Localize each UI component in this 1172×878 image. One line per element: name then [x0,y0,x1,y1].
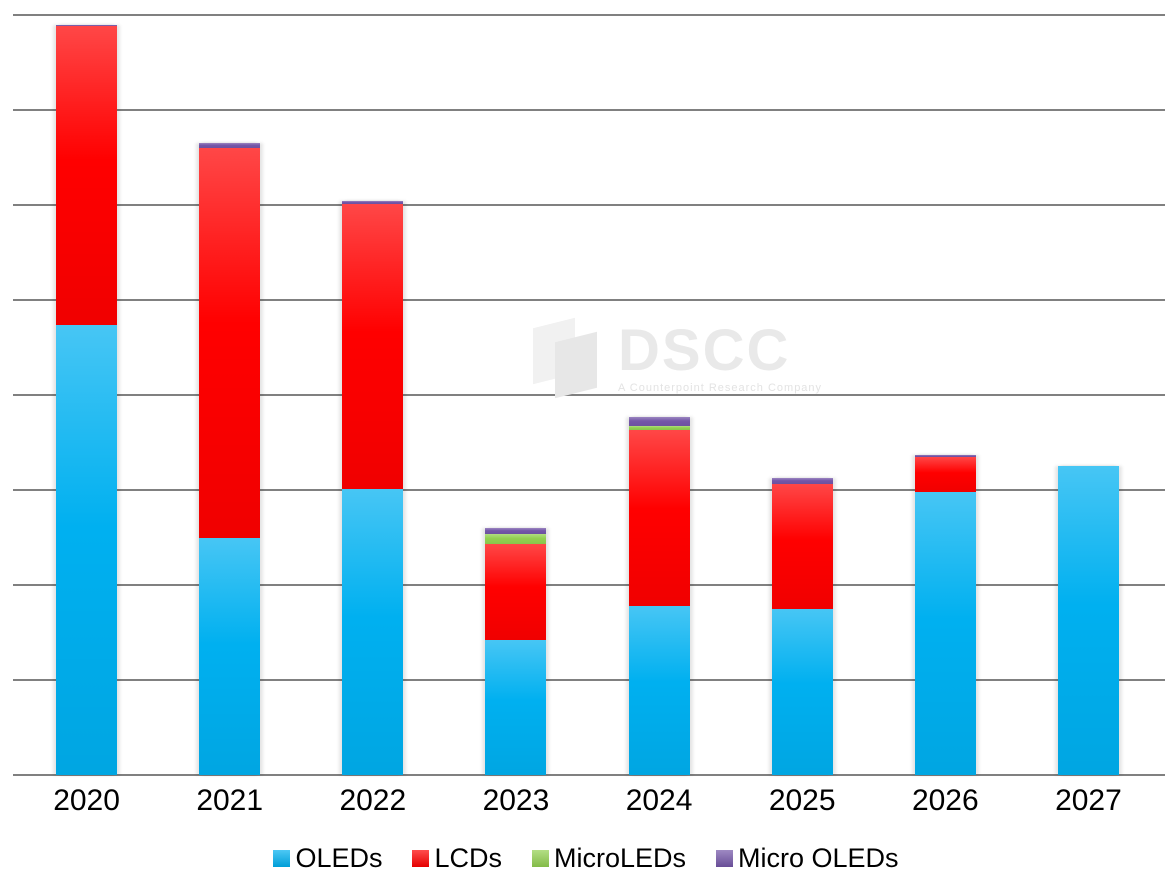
bar-segment-lcds-2021 [199,148,261,539]
bar-slot-2026 [874,15,1017,775]
bar-segment-microleds-2024 [628,426,690,431]
legend-marker-lcds [412,850,430,867]
x-label-2025: 2025 [768,784,836,817]
legend-item-microleds: MicroLEDs [531,843,687,874]
bar-segment-oleds-2020 [56,324,118,775]
x-label-2020: 2020 [53,784,120,817]
bar-slot-2020 [15,15,158,775]
bar-segment-micro-oleds-2025 [771,477,833,485]
gridline-1 [13,679,1165,681]
bar-segment-lcds-2024 [628,430,690,606]
bar-slot-2023 [444,15,587,775]
plot-area: DSCC A Counterpoint Research Company [13,14,1165,776]
legend-item-micro-oleds: Micro OLEDs [716,843,899,874]
x-label-2026: 2026 [911,784,979,817]
bar-segment-lcds-2026 [914,456,976,492]
x-label-2027: 2027 [1055,784,1122,817]
legend-item-lcds: LCDs [412,843,502,874]
bar-segment-oleds-2021 [199,538,261,775]
bar-2025 [771,477,833,775]
bar-segment-lcds-2025 [771,484,833,609]
legend-marker-micro-oleds [716,850,734,867]
bar-2020 [56,24,118,775]
bar-slot-2025 [731,15,874,775]
legend-label-micro-oleds: Micro OLEDs [738,843,899,873]
bar-segment-oleds-2025 [771,608,833,775]
gridline-8 [13,14,1165,16]
bar-segment-lcds-2020 [56,26,118,325]
bar-segment-micro-oleds-2022 [342,201,404,205]
bars-row [15,15,1160,775]
bar-slot-2021 [158,15,301,775]
bar-segment-micro-oleds-2026 [914,454,976,457]
bar-segment-lcds-2022 [342,204,404,490]
bar-segment-micro-oleds-2021 [199,143,261,149]
bar-segment-oleds-2023 [485,640,547,775]
gridline-2 [13,584,1165,586]
bar-segment-oleds-2022 [342,489,404,775]
bar-slot-2022 [301,15,444,775]
bar-2026 [914,454,976,775]
gridline-5 [13,299,1165,301]
legend-marker-oleds [273,850,291,867]
bar-slot-2027 [1017,15,1160,775]
x-label-2023: 2023 [482,784,550,817]
legend: OLEDs LCDs MicroLEDs Micro OLEDs [0,843,1172,874]
legend-label-microleds: MicroLEDs [553,843,687,873]
gridline-0 [13,774,1165,776]
bar-2021 [199,143,261,775]
bar-2022 [342,201,404,775]
gridline-4 [13,394,1165,396]
gridline-6 [13,204,1165,206]
gridline-3 [13,489,1165,491]
bar-2023 [485,528,547,775]
bar-segment-micro-oleds-2020 [56,24,118,27]
bar-segment-oleds-2027 [1057,466,1119,775]
bar-segment-microleds-2023 [485,533,547,545]
bar-slot-2024 [588,15,731,775]
legend-label-lcds: LCDs [434,843,502,873]
x-axis-labels: 2020 2021 2022 2023 2024 2025 2026 2027 [15,784,1160,818]
x-label-2024: 2024 [625,784,693,817]
legend-item-oleds: OLEDs [273,843,382,874]
bar-segment-micro-oleds-2024 [628,416,690,427]
watermark: DSCC A Counterpoint Research Company [531,315,822,400]
legend-label-oleds: OLEDs [295,843,383,873]
bar-2027 [1057,466,1119,775]
x-label-2021: 2021 [196,784,264,817]
bar-2024 [628,416,690,775]
bar-segment-micro-oleds-2023 [485,528,547,534]
bar-segment-oleds-2026 [914,491,976,775]
watermark-title: DSCC [618,317,791,383]
bar-segment-lcds-2023 [485,544,547,641]
legend-marker-microleds [531,850,549,867]
x-label-2022: 2022 [339,784,407,817]
watermark-subtitle: A Counterpoint Research Company [618,381,823,394]
gridline-7 [13,109,1165,111]
bar-segment-oleds-2024 [628,605,690,775]
